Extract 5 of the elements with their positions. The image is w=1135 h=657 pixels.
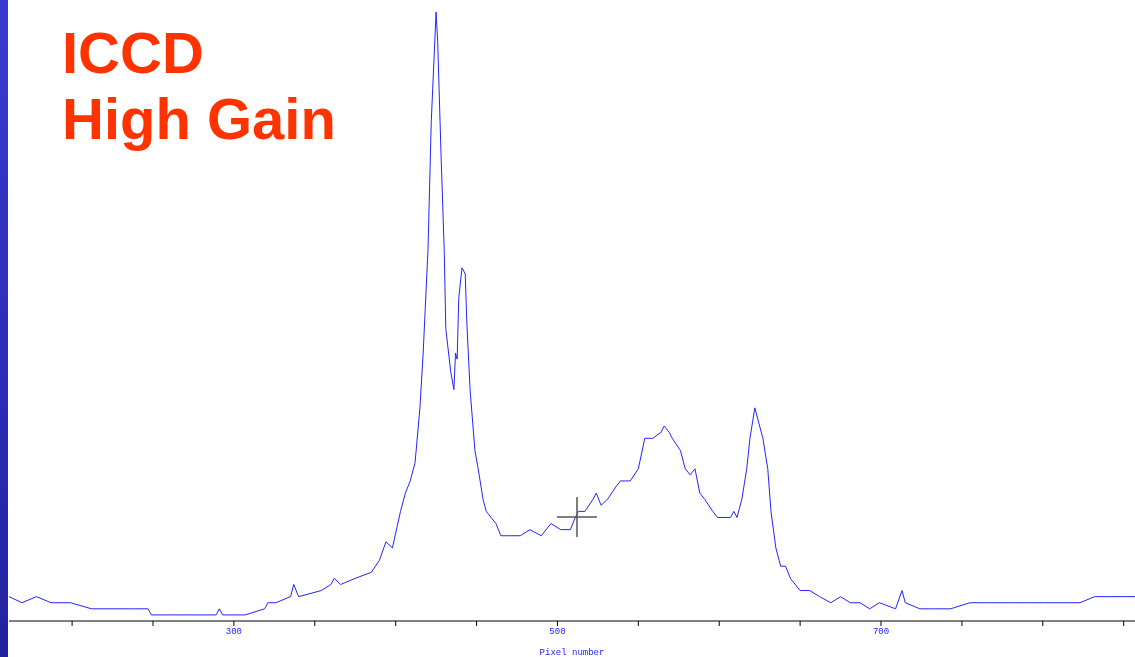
x-tick-label: 700 xyxy=(872,627,890,638)
text: ICCD High Gain xyxy=(62,20,336,152)
x-axis-title: Pixel number xyxy=(539,648,605,657)
x-tick-label: 300 xyxy=(225,627,242,638)
x-tick-label: 500 xyxy=(549,627,566,638)
